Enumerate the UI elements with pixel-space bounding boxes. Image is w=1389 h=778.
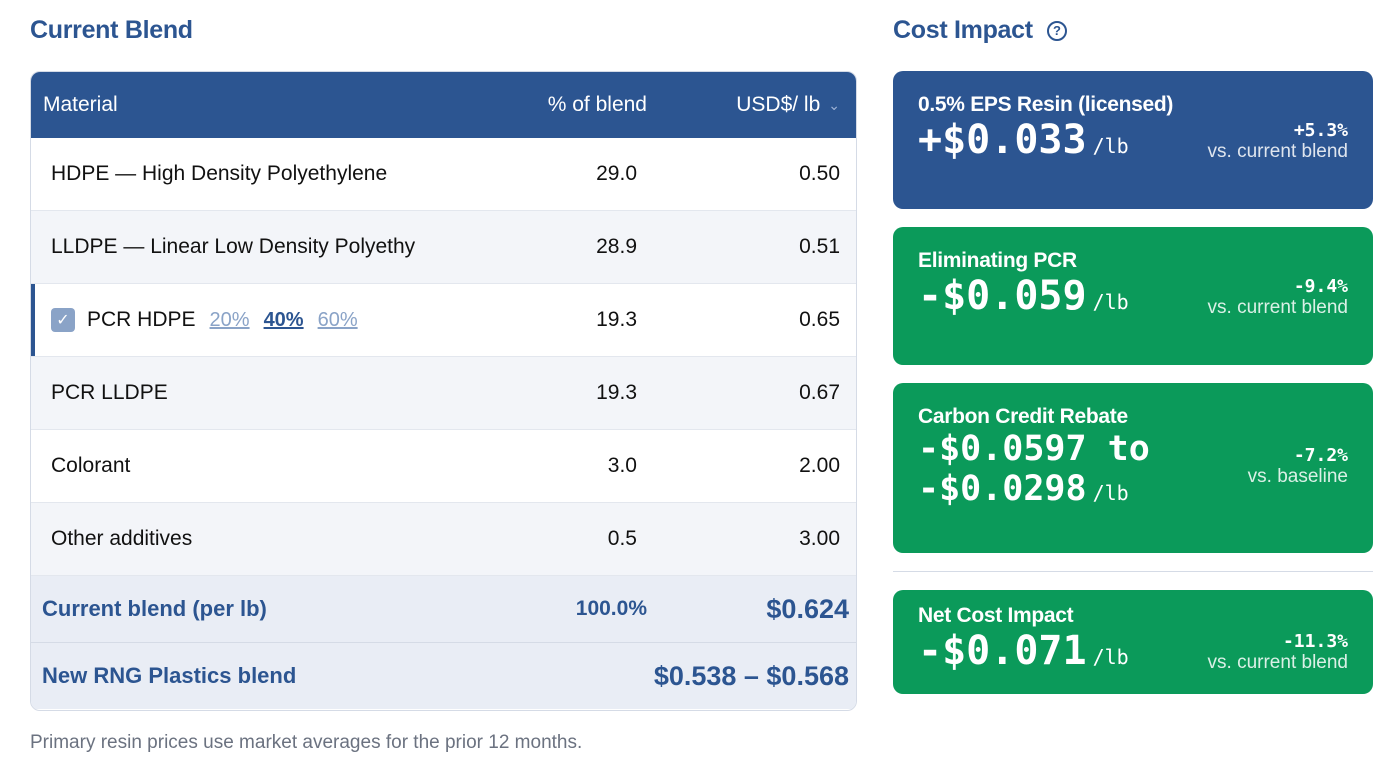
price-cell: 0.65 xyxy=(799,308,840,331)
card-vs: vs. baseline xyxy=(1247,465,1348,487)
pct-cell: 19.3 xyxy=(596,308,637,331)
table-row: LLDPE — Linear Low Density Polyethy 28.9… xyxy=(31,211,856,284)
card-title: Eliminating PCR xyxy=(918,249,1077,272)
eliminating-pcr-card: Eliminating PCR -$0.059/lb -9.4% vs. cur… xyxy=(893,227,1373,365)
pct-cell: 0.5 xyxy=(607,527,637,550)
option-40-link[interactable]: 40% xyxy=(263,308,304,331)
pct-cell: 29.0 xyxy=(596,162,637,185)
new-blend-label: New RNG Plastics blend xyxy=(42,663,297,688)
header-price[interactable]: USD$/ lb ⌄ xyxy=(647,93,856,117)
card-value: -$0.059/lb xyxy=(918,273,1129,319)
price-cell: 0.67 xyxy=(799,381,840,404)
help-icon[interactable]: ? xyxy=(1046,20,1067,41)
material-cell: LLDPE — Linear Low Density Polyethy xyxy=(51,235,416,258)
header-material: Material xyxy=(43,93,118,116)
card-value: -$0.0597 to -$0.0298/lb xyxy=(918,429,1150,510)
pct-cell: 28.9 xyxy=(596,235,637,258)
card-pct: -9.4% xyxy=(1293,276,1348,297)
header-pct: % of blend xyxy=(547,93,647,116)
card-value-amount: -$0.059 xyxy=(918,273,1087,319)
table-row-selected: ✓ PCR HDPE 20% 40% 60% 19.3 0.65 xyxy=(31,284,856,357)
checkbox-checked-icon[interactable]: ✓ xyxy=(51,308,75,332)
total-label: Current blend (per lb) xyxy=(42,596,267,621)
card-value-amount: +$0.033 xyxy=(918,117,1087,163)
footnote: Primary resin prices use market averages… xyxy=(30,732,583,753)
card-pct: +5.3% xyxy=(1293,120,1348,141)
card-delta: +5.3% vs. current blend xyxy=(1208,120,1348,163)
option-60-link[interactable]: 60% xyxy=(317,308,358,331)
card-unit: /lb xyxy=(1092,481,1129,506)
card-title: 0.5% EPS Resin (licensed) xyxy=(918,93,1174,116)
card-delta: -11.3% vs. current blend xyxy=(1208,631,1348,674)
card-value: +$0.033/lb xyxy=(918,117,1129,163)
card-vs: vs. current blend xyxy=(1207,141,1348,162)
net-cost-card: Net Cost Impact -$0.071/lb -11.3% vs. cu… xyxy=(893,590,1373,694)
card-delta: -9.4% vs. current blend xyxy=(1208,276,1348,319)
cost-impact-title: Cost Impact ? xyxy=(893,16,1067,45)
price-cell: 0.51 xyxy=(799,235,840,258)
price-cell: 2.00 xyxy=(799,454,840,477)
price-cell: 3.00 xyxy=(799,527,840,550)
card-value: -$0.071/lb xyxy=(918,628,1129,674)
divider xyxy=(893,571,1373,572)
new-blend-range: $0.538 – $0.568 xyxy=(653,660,849,691)
option-20-link[interactable]: 20% xyxy=(209,308,250,331)
card-unit: /lb xyxy=(1092,645,1129,669)
chevron-down-icon[interactable]: ⌄ xyxy=(828,96,840,113)
card-title: Carbon Credit Rebate xyxy=(918,405,1128,428)
card-unit: /lb xyxy=(1092,290,1129,314)
card-delta: -7.2% vs. baseline xyxy=(1248,445,1348,488)
material-cell: Other additives xyxy=(51,527,193,550)
eps-resin-card: 0.5% EPS Resin (licensed) +$0.033/lb +5.… xyxy=(893,71,1373,209)
header-price-label: USD$/ lb xyxy=(736,93,821,116)
table-row: Other additives 0.5 3.00 xyxy=(31,503,856,576)
card-vs: vs. current blend xyxy=(1207,297,1348,318)
total-price: $0.624 xyxy=(766,593,849,624)
card-unit: /lb xyxy=(1092,134,1129,158)
material-label: PCR HDPE xyxy=(87,308,196,331)
table-header: Material % of blend USD$/ lb ⌄ xyxy=(31,72,856,138)
current-blend-title: Current Blend xyxy=(30,16,193,44)
table-row: PCR LLDPE 19.3 0.67 xyxy=(31,357,856,430)
card-vs: vs. current blend xyxy=(1207,652,1348,673)
blend-table: Material % of blend USD$/ lb ⌄ HDPE — Hi… xyxy=(30,71,857,711)
total-pct: 100.0% xyxy=(575,597,647,620)
pct-cell: 3.0 xyxy=(607,454,637,477)
pct-cell: 19.3 xyxy=(596,381,637,404)
material-cell: Colorant xyxy=(51,454,131,477)
carbon-credit-card: Carbon Credit Rebate -$0.0597 to -$0.029… xyxy=(893,383,1373,553)
price-cell: 0.50 xyxy=(799,162,840,185)
card-pct: -7.2% xyxy=(1293,444,1348,466)
cost-impact-title-text: Cost Impact xyxy=(893,16,1033,44)
card-pct: -11.3% xyxy=(1282,631,1348,652)
current-blend-total-row: Current blend (per lb) 100.0% $0.624 xyxy=(31,576,856,643)
card-title: Net Cost Impact xyxy=(918,604,1074,627)
material-cell: ✓ PCR HDPE 20% 40% 60% xyxy=(31,308,509,332)
card-value-line1: -$0.0597 to xyxy=(918,429,1150,469)
card-value-line2: -$0.0298 xyxy=(918,469,1087,510)
new-blend-row: New RNG Plastics blend $0.538 – $0.568 xyxy=(31,643,856,709)
table-row: Colorant 3.0 2.00 xyxy=(31,430,856,503)
material-cell: HDPE — High Density Polyethylene xyxy=(51,162,388,185)
table-row: HDPE — High Density Polyethylene 29.0 0.… xyxy=(31,138,856,211)
material-cell: PCR LLDPE xyxy=(51,381,168,404)
card-value-amount: -$0.071 xyxy=(918,628,1087,674)
